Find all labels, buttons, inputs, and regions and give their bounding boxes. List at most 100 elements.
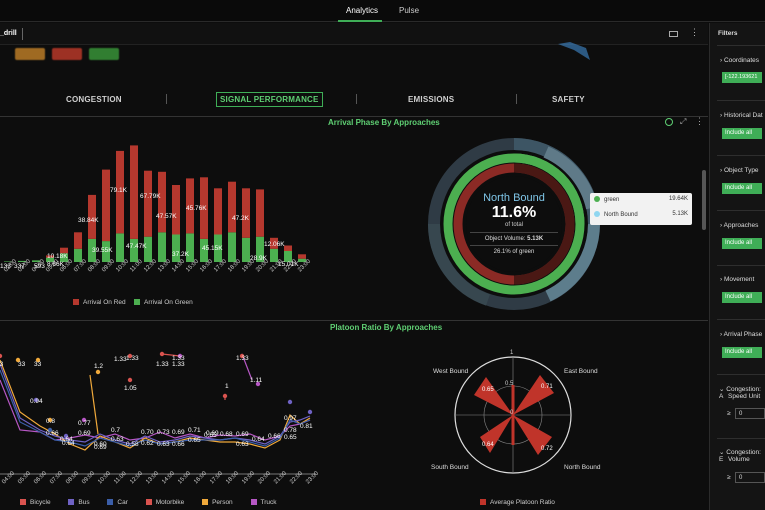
line-data-label: 0.69 [236,431,249,438]
bar-data-label: 45.76K [186,205,207,212]
ge-symbol: ≥ [727,410,731,417]
volume-threshold-input[interactable]: 0 [735,472,765,483]
active-tab-indicator [338,20,382,22]
x-tick-label: 19:00 [241,470,256,485]
filter-congestion-speed[interactable]: ⌄ Congestion: A [719,386,761,400]
coordinates-chip[interactable]: [-122.193621 [722,72,762,83]
donut-title: North Bound [483,192,545,204]
pdf-icon[interactable] [669,31,678,37]
tab-analytics[interactable]: Analytics [346,6,379,15]
polar-wedge-east [513,375,554,415]
line-point [63,433,69,439]
bar-arrival-green [18,260,26,262]
bar-arrival-green [158,232,166,262]
panel-menu-icon[interactable]: ⋮ [695,116,704,126]
filter-approaches[interactable]: › Approaches [720,222,759,229]
status-chip-orange[interactable] [15,48,45,60]
polar-value-south: 0.64 [482,442,494,448]
donut-segment [543,146,598,210]
more-icon[interactable]: ⋮ [690,27,699,37]
include-all-button[interactable]: Include all [722,128,762,139]
polar-ring-0: 0 [510,410,514,416]
bar-arrival-red [102,169,110,242]
bar-arrival-red [130,145,138,239]
bar-arrival-green [60,253,68,262]
speed-threshold-input[interactable]: 0 [735,408,765,419]
status-chip-green[interactable] [89,48,119,60]
x-tick-label: 04:00 [1,470,16,485]
legend-person: Person [202,499,233,506]
donut-percent: 11.6% [491,204,537,221]
donut-volume: Object Volume: 5.13K [470,232,558,242]
line-data-label: 0.64 [62,440,75,447]
bar-data-label: 47.57K [156,213,177,220]
legend-motorbike: Motorbike [145,499,184,506]
bar-arrival-green [116,233,124,262]
line-data-label: 0.69 [94,444,107,451]
include-all-button[interactable]: Include all [722,347,762,358]
scrollbar-thumb[interactable] [702,170,706,230]
include-all-button[interactable]: Include all [722,183,762,194]
donut-sub: of total [504,222,523,228]
status-chip-red[interactable] [52,48,82,60]
toolbar: _drill ⋮ [0,23,708,45]
bar-arrival-green [4,261,12,262]
section-congestion[interactable]: CONGESTION [66,95,122,104]
section-safety[interactable]: SAFETY [552,95,585,104]
platoon-legend: Bicycle Bus Car Motorbike Person Truck [20,499,277,506]
bar-arrival-green [144,236,152,262]
include-all-button[interactable]: Include all [722,238,762,249]
filter-historical[interactable]: › Historical Dat [720,112,763,119]
line-data-label: 33 [34,361,42,368]
line-data-label: 0.58 [126,441,139,448]
bar-arrival-red [172,185,180,235]
bar-arrival-green [200,238,208,262]
text-cursor [22,28,23,40]
polar-value-north: 0.72 [541,446,553,452]
bar-arrival-green [74,248,82,262]
filter-congestion-volume[interactable]: ⌄ Congestion: E [719,449,761,463]
line-data-label: 1.2 [94,363,103,370]
line-data-label: 1.33 [172,361,185,368]
line-data-label: 0.62 [141,440,154,447]
x-tick-label: 10:00 [97,470,112,485]
x-tick-label: 21:00 [273,470,288,485]
panel-divider [0,320,708,321]
bar-arrival-red [270,237,278,249]
filter-congestion-volume-label: Volume [728,456,750,463]
bar-arrival-green [172,234,180,262]
filter-congestion-speed-unit: Speed Unit [728,393,761,400]
line-data-label: 0.66 [172,441,185,448]
bar-arrival-red [74,232,82,249]
x-tick-label: 11:00 [113,470,128,485]
line-data-label: 0.63 [157,441,170,448]
tab-pulse[interactable]: Pulse [399,6,420,15]
section-signal-performance[interactable]: SIGNAL PERFORMANCE [216,92,323,107]
bar-arrival-red [242,188,250,238]
page-title: _drill [0,30,17,37]
filter-arrival-phase[interactable]: › Arrival Phase [720,331,763,338]
bar-arrival-red [298,254,306,259]
bar-arrival-green [298,258,306,262]
filter-object-type[interactable]: › Object Type [720,167,759,174]
bar-arrival-green [102,241,110,262]
divider [516,94,517,104]
bar-arrival-green [186,233,194,262]
line-point [177,353,183,359]
bar-arrival-green [256,236,264,262]
include-all-button[interactable]: Include all [722,292,762,303]
filter-coordinates[interactable]: › Coordinates [720,57,760,64]
section-emissions[interactable]: EMISSIONS [408,95,455,104]
polar-east-label: East Bound [564,368,598,375]
expand-icon[interactable]: ⤢ [680,117,687,126]
filter-movement[interactable]: › Movement [720,276,755,283]
platoon-polar-chart [454,356,572,474]
bar-arrival-green [32,260,40,262]
bar-arrival-red [256,189,264,237]
bar-data-label: 15.01K [278,261,299,268]
panel-title-arrival: Arrival Phase By Approaches [328,118,440,127]
line-data-label: 0.77 [78,420,91,427]
bar-arrival-green [88,238,96,262]
info-icon[interactable] [665,118,673,126]
line-data-label: 0.94 [30,398,43,405]
